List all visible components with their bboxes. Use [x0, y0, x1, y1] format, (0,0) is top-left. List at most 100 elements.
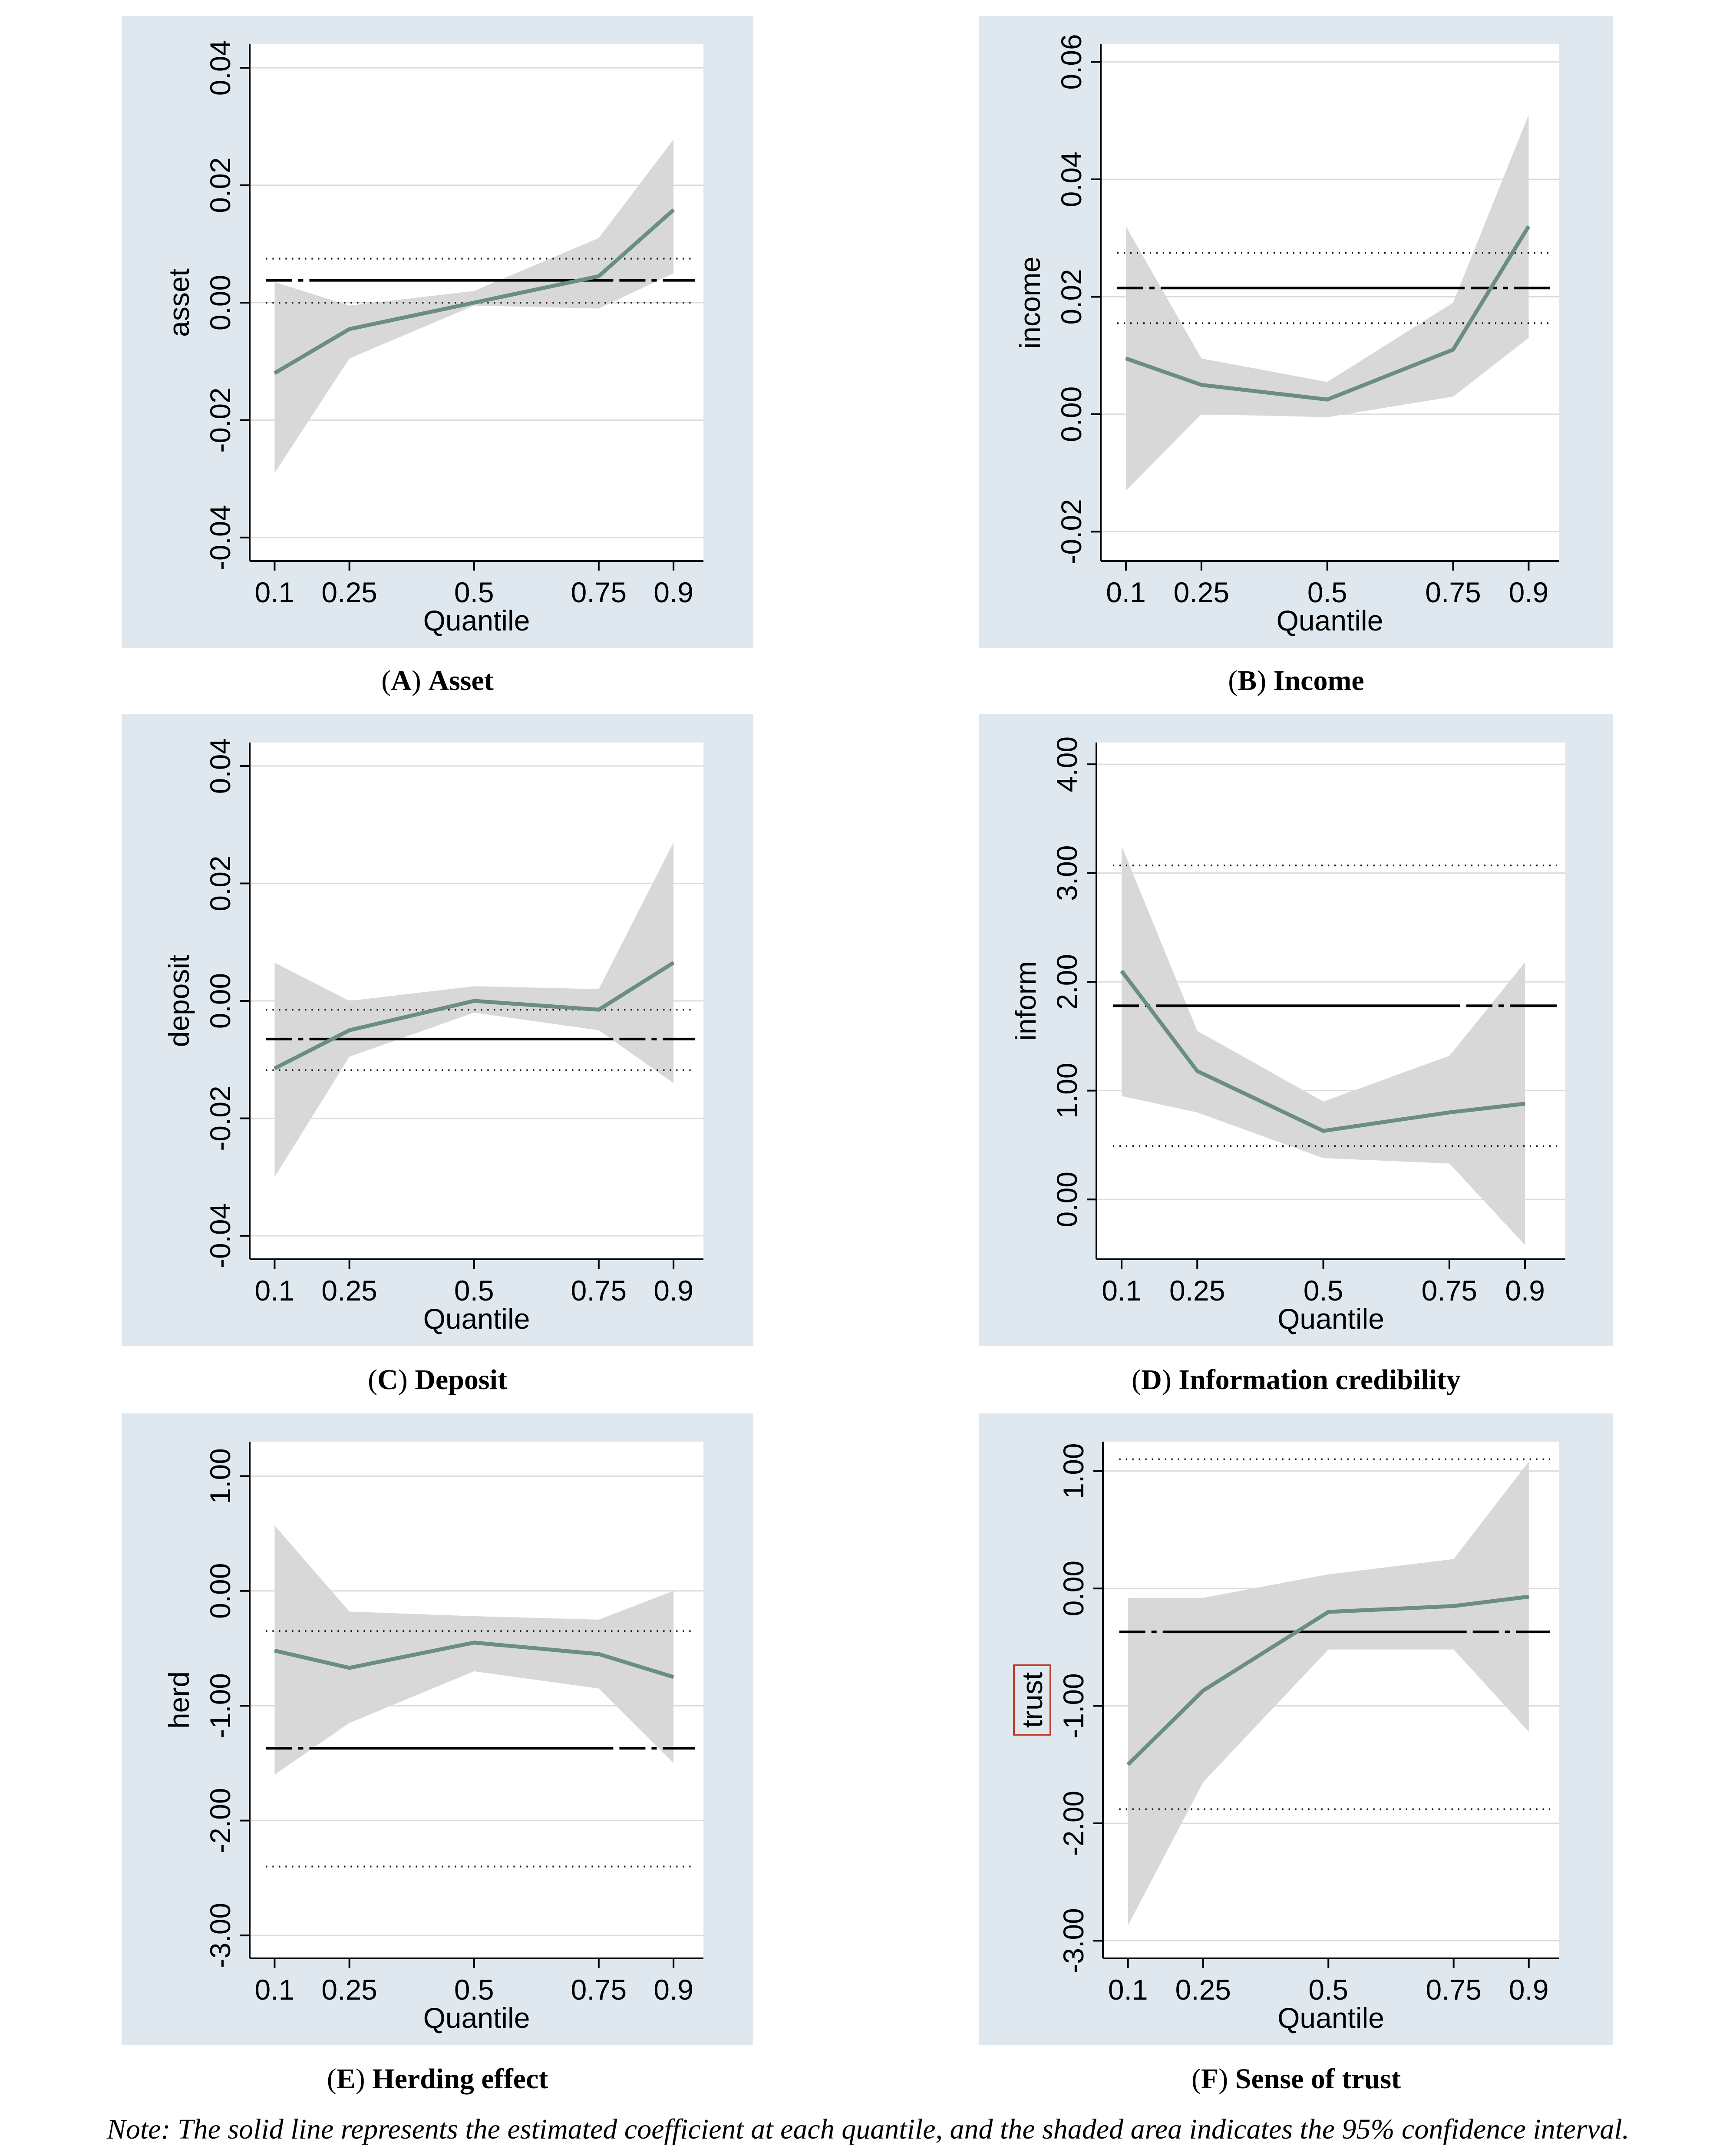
chart-panel-a: -0.04 -0.02 0.00 0.02 0.04 0.1 0.25 0.5 0.75 0.9 Q…: [122, 16, 753, 648]
chart-svg: 0.00 1.00 2.00 3.00 4.00 0.1 0.25 0.5 0.75 0.9 Qua…: [979, 714, 1613, 1346]
x-tick-label: 0.5: [1308, 1974, 1348, 2006]
coefficient-point: [673, 209, 674, 211]
x-axis-title: Quantile: [1277, 2002, 1384, 2034]
y-tick-label: 3.00: [1051, 845, 1083, 901]
chart-svg: -3.00 -2.00 -1.00 0.00 1.00 0.1 0.25 0.5 0.75 0.9…: [122, 1413, 753, 2045]
y-axis-title: income: [1014, 257, 1046, 349]
x-tick-label: 0.5: [1307, 576, 1347, 608]
coefficient-point: [598, 276, 599, 277]
y-tick-label: 0.00: [1051, 1172, 1083, 1227]
confidence-band: [274, 842, 674, 1177]
y-tick-label: -0.02: [1055, 499, 1087, 564]
confidence-band: [1128, 1461, 1529, 1926]
x-tick-label: 0.75: [571, 576, 627, 608]
y-tick-label: 0.00: [204, 1563, 236, 1619]
x-axis-title: Quantile: [423, 2002, 530, 2034]
x-tick-label: 0.5: [1304, 1274, 1343, 1307]
y-tick-label: -3.00: [204, 1903, 236, 1968]
y-tick-label: 0.00: [204, 973, 236, 1029]
y-tick-label: 0.04: [1055, 152, 1087, 207]
y-tick-label: -0.04: [204, 1203, 236, 1268]
x-tick-label: 0.25: [321, 576, 377, 608]
chart-panel-d: 0.00 1.00 2.00 3.00 4.00 0.1 0.25 0.5 0.75 0.9 Qua…: [979, 714, 1613, 1346]
coefficient-point: [1528, 1596, 1529, 1597]
y-tick-label: -0.02: [204, 387, 236, 452]
x-tick-label: 0.5: [454, 1974, 494, 2006]
confidence-band: [274, 139, 674, 473]
figure-note: Note: The solid line represents the esti…: [106, 2113, 1630, 2145]
x-tick-label: 0.75: [1426, 1974, 1481, 2006]
y-tick-label: -3.00: [1057, 1908, 1089, 1973]
coefficient-point: [274, 1068, 275, 1069]
x-tick-label: 0.5: [454, 1274, 494, 1307]
y-axis-title: deposit: [163, 955, 195, 1047]
y-tick-label: 1.00: [1051, 1063, 1083, 1118]
y-tick-label: 4.00: [1051, 736, 1083, 792]
x-axis-title: Quantile: [1277, 1303, 1384, 1335]
coefficient-point: [1528, 226, 1529, 227]
coefficient-point: [473, 1642, 475, 1643]
x-axis-title: Quantile: [423, 1303, 530, 1335]
panel-caption: (C) Deposit: [368, 1364, 507, 1396]
y-tick-label: 1.00: [204, 1448, 236, 1504]
caption-letter: B: [1238, 665, 1257, 697]
y-tick-label: 0.04: [204, 738, 236, 794]
y-tick-label: -2.00: [1057, 1791, 1089, 1856]
confidence-band: [274, 1525, 674, 1775]
coefficient-point: [1452, 349, 1454, 350]
y-tick-label: 2.00: [1051, 954, 1083, 1010]
x-tick-label: 0.5: [454, 576, 494, 608]
coefficient-point: [1125, 358, 1126, 359]
coefficient-point: [349, 328, 350, 330]
y-tick-label: -0.02: [204, 1086, 236, 1151]
x-tick-label: 0.75: [571, 1274, 627, 1307]
coefficient-point: [274, 1650, 275, 1651]
chart-panel-e: -3.00 -2.00 -1.00 0.00 1.00 0.1 0.25 0.5 0.75 0.9…: [122, 1413, 753, 2045]
y-axis-title: inform: [1010, 961, 1042, 1040]
coefficient-point: [1202, 1690, 1204, 1691]
y-tick-label: 0.00: [1055, 386, 1087, 442]
y-tick-label: -2.00: [204, 1788, 236, 1853]
coefficient-point: [1323, 1130, 1324, 1132]
y-axis-title: herd: [163, 1671, 195, 1729]
chart-panel-f: -3.00 -2.00 -1.00 0.00 1.00 0.1 0.25 0.5 0.75 0.9…: [979, 1413, 1613, 2045]
y-tick-label: -0.04: [204, 505, 236, 570]
caption-title: Information credibility: [1178, 1364, 1461, 1396]
x-tick-label: 0.1: [1108, 1974, 1148, 2006]
x-tick-label: 0.1: [1102, 1274, 1142, 1307]
chart-svg: -0.04 -0.02 0.00 0.02 0.04 0.1 0.25 0.5 0.75 0.9 Q…: [122, 714, 753, 1346]
panel-caption: (F) Sense of trust: [1191, 2063, 1401, 2095]
x-tick-label: 0.1: [1106, 576, 1146, 608]
x-tick-label: 0.1: [255, 1974, 295, 2006]
y-axis-title: asset: [163, 268, 195, 337]
x-tick-label: 0.9: [1509, 576, 1549, 608]
coefficient-point: [473, 1000, 475, 1001]
x-axis-title: Quantile: [1277, 604, 1383, 637]
confidence-band: [1122, 846, 1525, 1245]
x-tick-label: 0.9: [653, 576, 693, 608]
caption-letter: A: [391, 665, 412, 697]
x-tick-label: 0.75: [1422, 1274, 1477, 1307]
coefficient-point: [349, 1030, 350, 1031]
coefficient-point: [1328, 1611, 1329, 1613]
caption-title: Deposit: [415, 1364, 507, 1396]
caption-title: Asset: [428, 665, 494, 697]
x-tick-label: 0.25: [1174, 576, 1229, 608]
caption-title: Sense of trust: [1235, 2063, 1401, 2095]
panel-caption: (D) Information credibility: [1132, 1364, 1461, 1396]
y-tick-label: 0.00: [1057, 1561, 1089, 1616]
y-tick-label: -1.00: [204, 1673, 236, 1738]
x-axis-title: Quantile: [423, 604, 530, 637]
x-tick-label: 0.75: [1425, 576, 1481, 608]
x-tick-label: 0.25: [321, 1274, 377, 1307]
panel-caption: (E) Herding effect: [327, 2063, 548, 2095]
chart-svg: -0.04 -0.02 0.00 0.02 0.04 0.1 0.25 0.5 0.75 0.9 Q…: [122, 16, 753, 648]
chart-panel-c: -0.04 -0.02 0.00 0.02 0.04 0.1 0.25 0.5 0.75 0.9 Q…: [122, 714, 753, 1346]
x-tick-label: 0.1: [255, 576, 295, 608]
coefficient-point: [1453, 1605, 1454, 1607]
y-tick-label: 0.06: [1055, 34, 1087, 89]
caption-letter: F: [1201, 2063, 1219, 2095]
panel-caption: (B) Income: [1228, 665, 1364, 697]
coefficient-point: [1201, 384, 1202, 386]
confidence-band: [1125, 115, 1529, 491]
